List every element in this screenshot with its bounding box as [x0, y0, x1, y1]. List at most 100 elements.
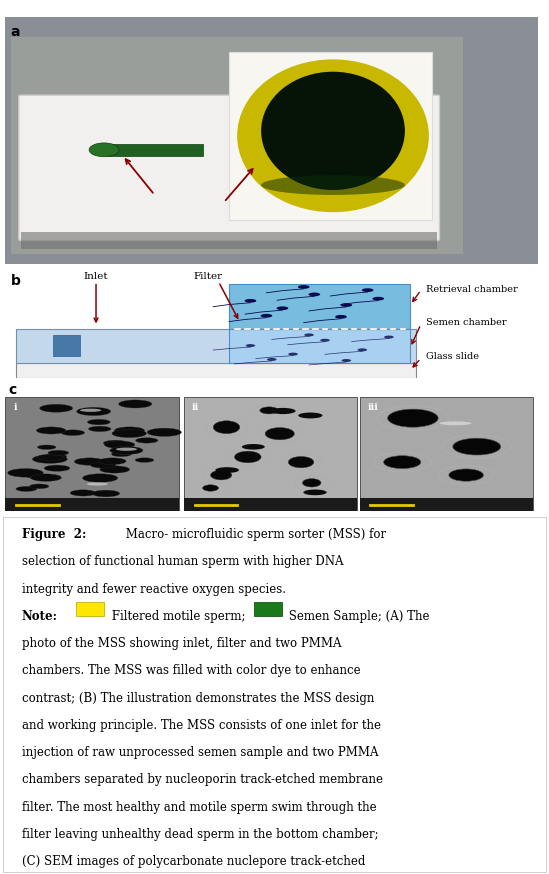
- FancyBboxPatch shape: [229, 52, 432, 219]
- Circle shape: [37, 454, 63, 461]
- Ellipse shape: [302, 479, 321, 487]
- FancyBboxPatch shape: [76, 602, 104, 616]
- Ellipse shape: [261, 314, 272, 317]
- Circle shape: [147, 428, 181, 436]
- Bar: [341, 328, 348, 330]
- Text: Retrieval chamber: Retrieval chamber: [426, 285, 518, 294]
- Text: iii: iii: [368, 403, 378, 412]
- Text: contrast; (B) The illustration demonstrates the MSS design: contrast; (B) The illustration demonstra…: [22, 691, 374, 704]
- Bar: [360, 398, 533, 511]
- Bar: [16, 363, 416, 378]
- Ellipse shape: [304, 333, 314, 336]
- Text: Glass slide: Glass slide: [426, 351, 479, 361]
- Circle shape: [270, 408, 295, 414]
- Bar: [332, 328, 338, 330]
- Circle shape: [90, 461, 116, 468]
- Text: and working principle. The MSS consists of one inlet for the: and working principle. The MSS consists …: [22, 718, 381, 732]
- Bar: [390, 328, 396, 330]
- Text: ii: ii: [192, 403, 199, 412]
- Bar: [234, 328, 241, 330]
- Text: filter leaving unhealthy dead sperm in the bottom chamber;: filter leaving unhealthy dead sperm in t…: [22, 828, 379, 841]
- Ellipse shape: [245, 299, 256, 302]
- Bar: [322, 328, 328, 330]
- Ellipse shape: [260, 406, 278, 414]
- Text: integrity and fewer reactive oxygen species.: integrity and fewer reactive oxygen spec…: [22, 583, 286, 596]
- Bar: [11, 38, 463, 254]
- Circle shape: [26, 474, 44, 478]
- Ellipse shape: [261, 175, 405, 195]
- Text: Filtered motile sperm;: Filtered motile sperm;: [108, 610, 245, 623]
- Bar: [360, 498, 533, 511]
- Ellipse shape: [245, 344, 255, 347]
- Bar: [184, 398, 357, 511]
- Ellipse shape: [261, 72, 405, 190]
- Circle shape: [70, 489, 96, 496]
- Bar: [244, 328, 250, 330]
- Ellipse shape: [335, 315, 347, 319]
- Circle shape: [136, 438, 158, 443]
- Ellipse shape: [388, 409, 438, 427]
- Text: chambers separated by nucleoporin track-etched membrane: chambers separated by nucleoporin track-…: [22, 773, 383, 787]
- Bar: [293, 328, 299, 330]
- Ellipse shape: [449, 469, 484, 482]
- Ellipse shape: [384, 336, 394, 338]
- Ellipse shape: [309, 293, 320, 296]
- Ellipse shape: [265, 427, 294, 440]
- Circle shape: [135, 458, 154, 462]
- Ellipse shape: [237, 59, 429, 212]
- Bar: [273, 328, 279, 330]
- FancyBboxPatch shape: [254, 602, 282, 616]
- Ellipse shape: [341, 359, 351, 362]
- Circle shape: [82, 474, 117, 482]
- Ellipse shape: [116, 447, 137, 451]
- Circle shape: [100, 466, 130, 473]
- Ellipse shape: [372, 297, 384, 301]
- Bar: [16, 329, 416, 363]
- Text: Note:: Note:: [22, 610, 58, 623]
- Circle shape: [304, 489, 327, 496]
- Bar: [400, 328, 406, 330]
- Text: filter. The most healthy and motile sperm swim through the: filter. The most healthy and motile sper…: [22, 801, 377, 814]
- Text: i: i: [14, 403, 17, 412]
- Circle shape: [114, 427, 144, 434]
- Bar: [21, 232, 437, 249]
- Bar: [371, 328, 377, 330]
- Ellipse shape: [213, 420, 240, 434]
- Circle shape: [104, 441, 135, 448]
- Ellipse shape: [210, 470, 232, 480]
- Circle shape: [44, 454, 67, 460]
- Circle shape: [298, 413, 322, 419]
- Text: (C) SEM images of polycarbonate nuclepore track-etched: (C) SEM images of polycarbonate nuclepor…: [22, 855, 365, 868]
- Ellipse shape: [234, 451, 261, 463]
- Circle shape: [242, 444, 265, 449]
- Text: Macro- microfluidic sperm sorter (MSS) for: Macro- microfluidic sperm sorter (MSS) f…: [122, 528, 386, 541]
- Circle shape: [74, 458, 105, 465]
- Ellipse shape: [288, 352, 298, 356]
- Circle shape: [87, 420, 110, 425]
- Text: photo of the MSS showing inlet, filter and two PMMA: photo of the MSS showing inlet, filter a…: [22, 637, 341, 650]
- Ellipse shape: [288, 456, 314, 468]
- Bar: [264, 328, 270, 330]
- Circle shape: [119, 400, 152, 408]
- Bar: [380, 328, 386, 330]
- Bar: [283, 328, 289, 330]
- Bar: [312, 328, 318, 330]
- Bar: [229, 284, 410, 329]
- Circle shape: [215, 468, 239, 473]
- Text: Figure  2:: Figure 2:: [22, 528, 86, 541]
- Circle shape: [61, 430, 85, 435]
- Circle shape: [92, 490, 120, 497]
- Ellipse shape: [320, 339, 330, 342]
- Ellipse shape: [203, 485, 219, 491]
- Text: selection of functional human sperm with higher DNA: selection of functional human sperm with…: [22, 556, 344, 568]
- Ellipse shape: [453, 438, 501, 455]
- Circle shape: [40, 405, 73, 413]
- Ellipse shape: [340, 303, 352, 307]
- Bar: [53, 335, 80, 357]
- Bar: [107, 144, 203, 156]
- Circle shape: [76, 407, 111, 416]
- Bar: [5, 398, 178, 511]
- Circle shape: [48, 450, 69, 455]
- Text: c: c: [8, 383, 16, 397]
- Text: injection of raw unprocessed semen sample and two PMMA: injection of raw unprocessed semen sampl…: [22, 746, 378, 760]
